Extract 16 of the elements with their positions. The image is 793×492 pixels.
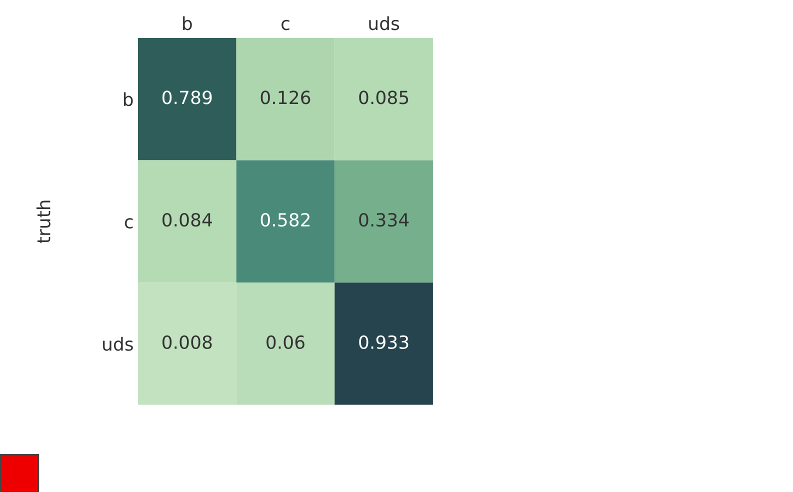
data-label: 0.789 [162, 90, 212, 104]
x-tick-label: b [183, 16, 192, 30]
data-label: 0.582 [260, 212, 310, 227]
data-label: 0.933 [359, 335, 408, 349]
data-label: 0.008 [162, 335, 212, 349]
data-label: 0.334 [359, 212, 409, 227]
x-tick-label: c [282, 20, 290, 30]
data-label: 0.06 [266, 335, 304, 349]
data-label: 0.084 [162, 212, 212, 227]
y-tick-label: b [124, 92, 133, 106]
data-label: 0.085 [359, 90, 408, 104]
y-tick-label: c [124, 218, 133, 229]
data-label: 0.126 [260, 90, 310, 104]
x-tick-label: uds [369, 16, 400, 30]
y-tick-label: uds [103, 336, 133, 351]
y-axis-title: truth [36, 200, 50, 244]
